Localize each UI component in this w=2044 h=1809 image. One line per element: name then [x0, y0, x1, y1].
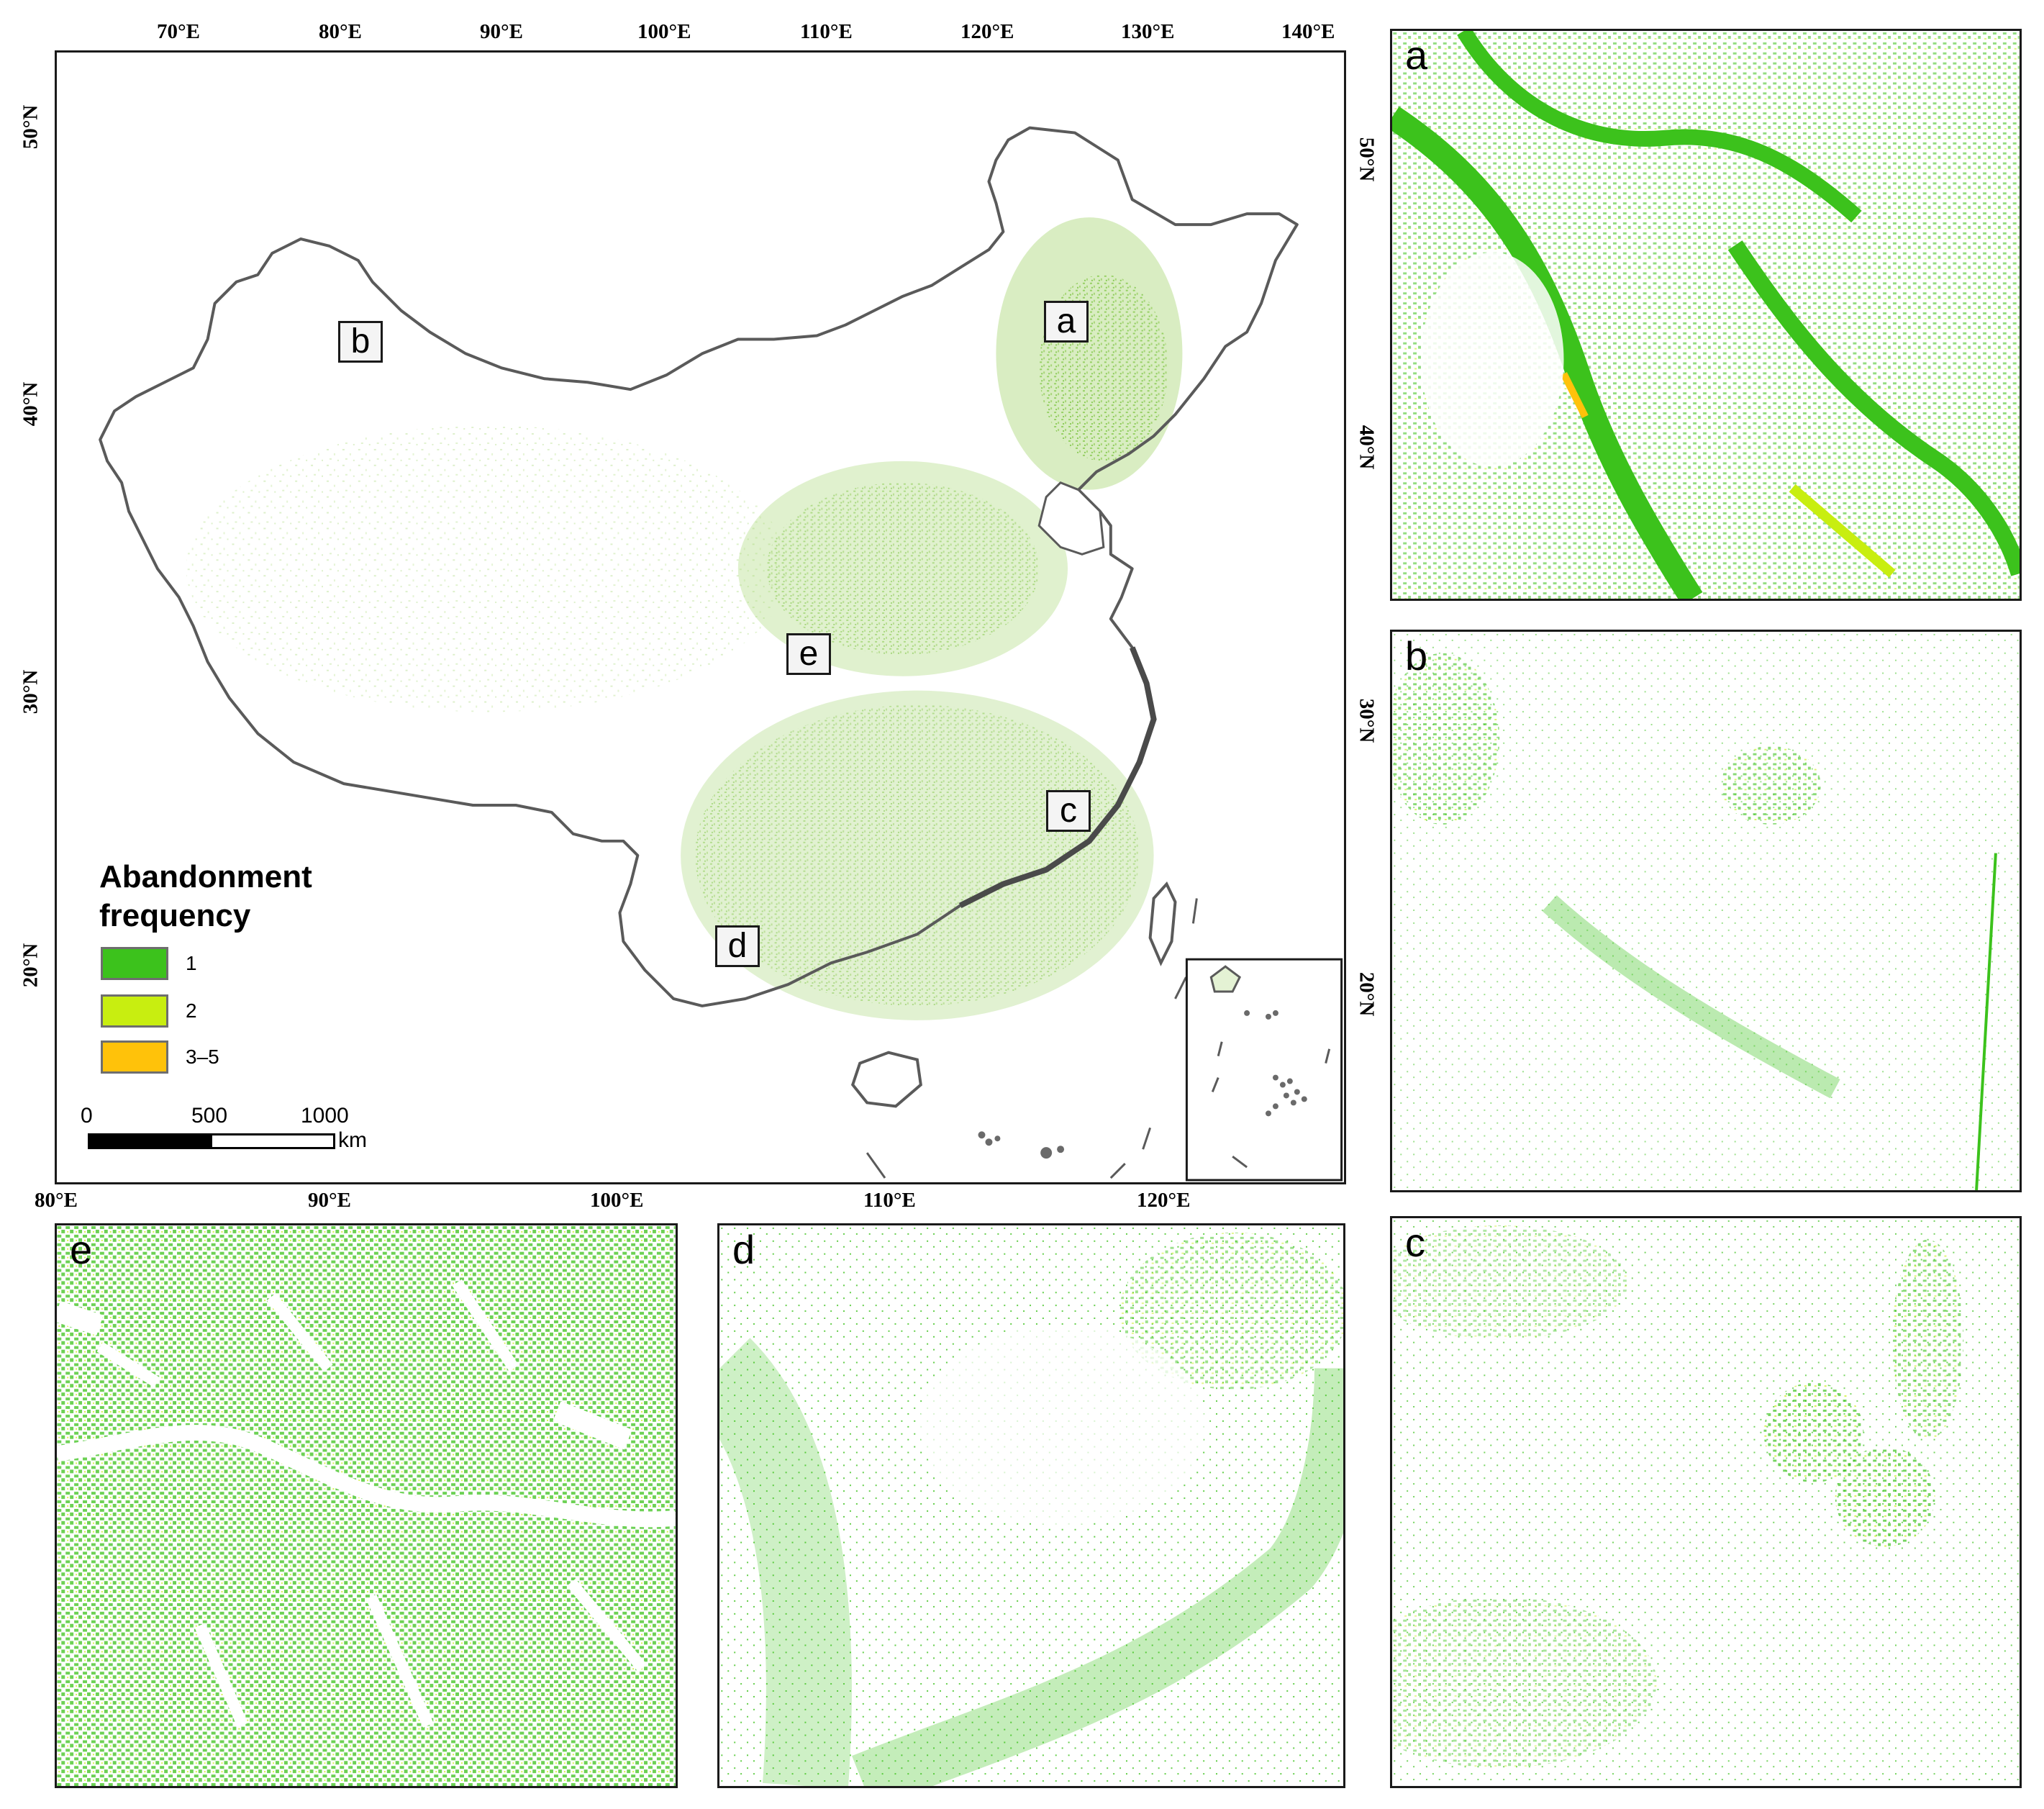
zoom-panel-b: b [1390, 630, 2022, 1192]
main-map-frame [55, 50, 1346, 1184]
bohai-bay [1037, 481, 1105, 556]
scale-label-500: 500 [191, 1104, 228, 1128]
lon-label-top: 100°E [637, 20, 691, 43]
zoom-panel-d: d [717, 1223, 1345, 1788]
lat-label-right: 40°N [1355, 425, 1378, 470]
zoom-panel-c: c [1390, 1216, 2022, 1788]
scale-label-0: 0 [81, 1104, 93, 1128]
hainan-island [850, 1051, 922, 1108]
panel-letter-b: b [1405, 633, 1428, 679]
lon-label-bottom: 80°E [35, 1189, 78, 1212]
lon-label-bottom: 120°E [1137, 1189, 1191, 1212]
lon-label-top: 80°E [319, 20, 362, 43]
panel-letter-a: a [1405, 32, 1428, 78]
legend-swatch-2 [101, 994, 168, 1028]
lon-label-top: 70°E [157, 20, 200, 43]
panel-b-raster [1392, 632, 2020, 1190]
lat-label-left: 40°N [19, 381, 42, 427]
zoom-panel-a: a [1390, 29, 2022, 601]
legend-label-1: 1 [186, 952, 197, 974]
panel-a-raster [1392, 31, 2020, 599]
region-marker-a[interactable]: a [1044, 301, 1089, 343]
region-marker-e[interactable]: e [786, 633, 831, 675]
panel-d-raster [719, 1225, 1343, 1786]
lat-label-left: 50°N [19, 104, 42, 150]
lon-label-top: 130°E [1121, 20, 1175, 43]
scale-bar-white [210, 1133, 335, 1149]
sea-boundary-dashes [866, 898, 1198, 1179]
coastline [958, 646, 1157, 909]
lon-label-top: 90°E [480, 20, 523, 43]
panel-letter-d: d [732, 1227, 755, 1272]
region-marker-b[interactable]: b [338, 321, 383, 363]
scale-bar-black [88, 1133, 214, 1149]
lat-label-right: 30°N [1355, 698, 1378, 743]
scale-unit: km [338, 1128, 367, 1152]
china-map [99, 126, 1343, 1182]
lon-label-bottom: 100°E [590, 1189, 644, 1212]
south-china-sea-inset [1185, 958, 1343, 1182]
panel-letter-e: e [70, 1227, 93, 1272]
legend-swatch-3 [101, 1040, 168, 1074]
lat-label-right: 20°N [1355, 971, 1378, 1017]
islands [978, 1131, 1065, 1159]
lon-label-bottom: 110°E [863, 1189, 916, 1212]
lon-label-top: 140°E [1281, 20, 1335, 43]
region-marker-c[interactable]: c [1046, 790, 1091, 832]
lat-label-right: 50°N [1355, 137, 1378, 182]
lat-label-left: 30°N [19, 669, 42, 715]
legend-label-2: 2 [186, 999, 197, 1022]
legend-title-line2: frequency [99, 898, 251, 933]
lon-label-bottom: 90°E [308, 1189, 351, 1212]
panel-c-raster [1392, 1218, 2020, 1786]
region-marker-d[interactable]: d [715, 925, 760, 967]
legend-swatch-1 [101, 947, 168, 980]
zoom-panel-e: e [55, 1223, 678, 1788]
panel-e-raster [57, 1225, 676, 1786]
lon-label-top: 120°E [960, 20, 1014, 43]
china-boundary [99, 126, 1299, 1007]
panel-letter-c: c [1405, 1220, 1425, 1265]
legend-title: Abandonment frequency [99, 858, 312, 935]
legend-title-line1: Abandonment [99, 859, 312, 894]
lon-label-top: 110°E [800, 20, 853, 43]
taiwan-island [1148, 881, 1177, 966]
scale-label-1000: 1000 [301, 1104, 349, 1128]
legend-label-3: 3–5 [186, 1046, 219, 1068]
lat-label-left: 20°N [19, 943, 42, 988]
